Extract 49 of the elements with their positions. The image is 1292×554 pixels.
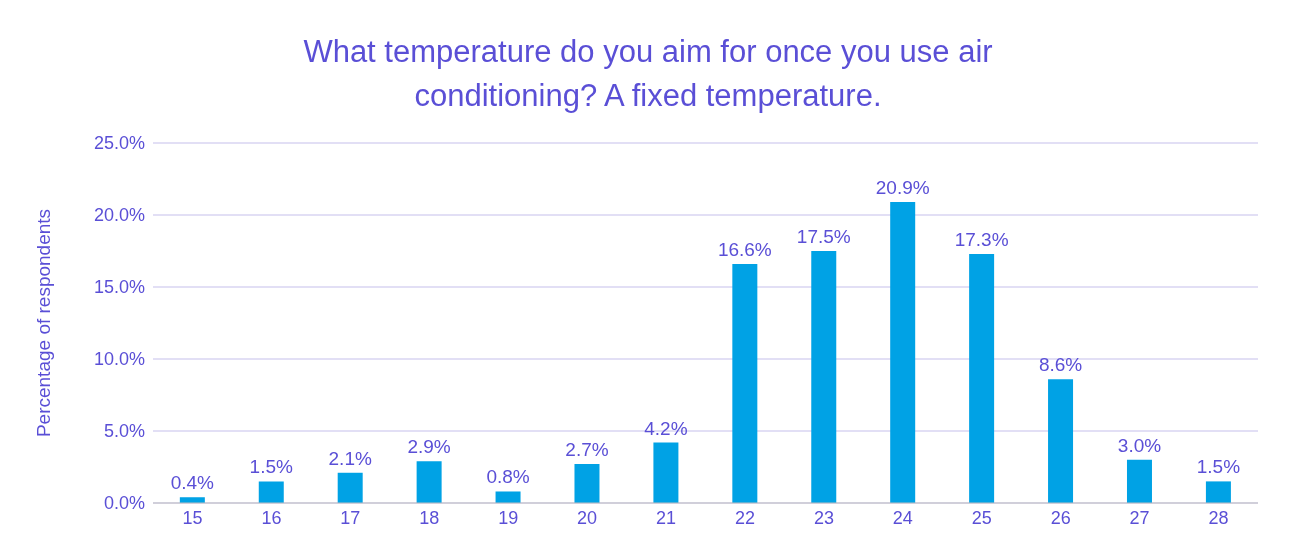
x-tick-label: 21: [656, 507, 677, 528]
bar: [416, 461, 442, 503]
data-label: 20.9%: [875, 177, 930, 199]
data-label: 1.5%: [249, 456, 294, 478]
data-label: 2.9%: [407, 436, 451, 458]
bar: [337, 472, 363, 503]
bar: [890, 202, 916, 503]
x-tick-label: 20: [577, 507, 598, 528]
data-label: 0.4%: [170, 472, 215, 494]
data-label: 16.6%: [717, 238, 772, 260]
x-tick-label: 23: [813, 507, 834, 528]
x-tick-label: 17: [340, 507, 361, 528]
bar: [732, 263, 758, 503]
data-label: 17.5%: [796, 226, 851, 247]
data-label: 2.1%: [328, 447, 372, 469]
bar: [1126, 459, 1152, 503]
x-tick-label: 18: [419, 507, 440, 528]
x-tick-label: 27: [1129, 507, 1150, 528]
y-tick-label: 10.0%: [93, 349, 145, 370]
x-tick-label: 22: [734, 507, 755, 528]
y-tick-label: 0.0%: [103, 493, 145, 514]
x-tick-label: 19: [498, 507, 519, 528]
y-tick-label: 5.0%: [103, 421, 145, 442]
x-tick-label: 28: [1208, 507, 1229, 528]
x-tick-label: 15: [182, 507, 203, 528]
bar: [258, 481, 284, 503]
x-tick-label: 24: [892, 507, 913, 528]
data-label: 1.5%: [1196, 456, 1241, 478]
bar: [495, 491, 521, 503]
bar: [653, 442, 679, 503]
data-label: 17.3%: [954, 228, 1009, 250]
x-tick-label: 25: [971, 507, 992, 528]
chart-title: What temperature do you aim for once you use air conditioning? A fixed temperature.: [302, 33, 994, 115]
bar: [574, 464, 600, 503]
y-tick-label: 15.0%: [93, 277, 145, 298]
y-axis-title: Percentage of respondents: [32, 208, 54, 438]
y-tick-label: 25.0%: [93, 133, 145, 154]
x-tick-label: 16: [261, 507, 282, 528]
bar: [969, 253, 995, 503]
data-label: 2.7%: [565, 439, 609, 461]
x-tick-label: 26: [1050, 507, 1071, 528]
bar: [1205, 481, 1231, 503]
bar: [1048, 379, 1074, 503]
bar: [811, 251, 837, 503]
data-label: 3.0%: [1117, 434, 1162, 456]
y-tick-label: 20.0%: [93, 205, 145, 226]
data-label: 8.6%: [1038, 354, 1083, 376]
data-label: 4.2%: [644, 417, 688, 439]
data-label: 0.8%: [486, 466, 530, 488]
